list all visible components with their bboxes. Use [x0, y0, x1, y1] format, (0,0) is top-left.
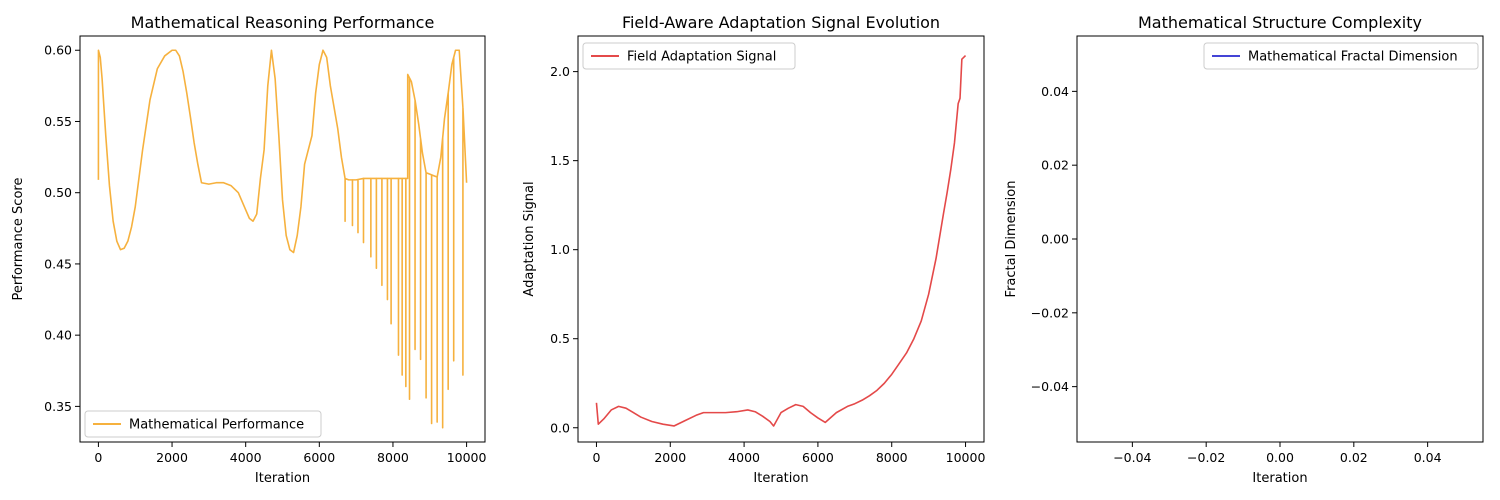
x-tick-label: 10000 — [447, 450, 487, 465]
legend: Mathematical Fractal Dimension — [1203, 42, 1479, 70]
chart-3: Mathematical Structure Complexity Iterati… — [1004, 13, 1484, 486]
x-tick-label: 0.02 — [1340, 450, 1368, 465]
x-axis-label: Iteration — [255, 471, 310, 486]
chart-title: Field-Aware Adaptation Signal Evolution — [622, 13, 940, 32]
y-tick-label: −0.04 — [1031, 379, 1069, 394]
legend-label: Mathematical Fractal Dimension — [1248, 50, 1458, 65]
legend-label: Mathematical Performance — [129, 418, 304, 433]
legend: Mathematical Performance — [84, 410, 322, 438]
y-tick-label: 2.0 — [550, 64, 570, 79]
y-tick-label: 0.50 — [44, 185, 72, 200]
x-tick-label: 2000 — [156, 450, 188, 465]
series-line — [97, 49, 468, 429]
y-tick-label: −0.02 — [1031, 305, 1069, 320]
x-tick-label: 0.04 — [1414, 450, 1442, 465]
y-axis-label: Fractal Dimension — [1004, 181, 1019, 298]
series-line — [595, 55, 967, 427]
y-tick-label: 0.45 — [44, 256, 72, 271]
plot-frame — [577, 35, 985, 443]
y-tick-label: 0.00 — [1041, 232, 1069, 247]
x-tick-label: 6000 — [802, 450, 834, 465]
y-axis-label: Adaptation Signal — [522, 181, 537, 296]
x-tick-label: 0 — [94, 450, 102, 465]
chart-title: Mathematical Structure Complexity — [1138, 13, 1422, 32]
y-tick-label: 0.60 — [44, 43, 72, 58]
x-tick-label: 6000 — [303, 450, 335, 465]
legend-box — [582, 42, 796, 70]
legend-box — [84, 410, 322, 438]
y-tick-label: 0.55 — [44, 114, 72, 129]
x-tick-label: 8000 — [876, 450, 908, 465]
x-tick-label: 10000 — [946, 450, 986, 465]
plot-frame — [79, 35, 486, 443]
x-tick-label: 0.00 — [1266, 450, 1294, 465]
plot-frame — [1076, 35, 1484, 443]
y-tick-label: 1.0 — [550, 242, 570, 257]
legend-box — [1203, 42, 1479, 70]
y-tick-label: 0.35 — [44, 399, 72, 414]
chart-1: Mathematical Reasoning Performance Iterat… — [11, 13, 487, 486]
x-tick-label: 8000 — [377, 450, 409, 465]
y-axis-label: Performance Score — [11, 178, 26, 301]
chart-2: Field-Aware Adaptation Signal Evolution I… — [522, 13, 985, 486]
x-tick-label: −0.04 — [1113, 450, 1151, 465]
y-tick-label: 0.04 — [1041, 84, 1069, 99]
x-tick-label: 0 — [592, 450, 600, 465]
x-tick-label: 2000 — [654, 450, 686, 465]
x-tick-label: −0.02 — [1187, 450, 1225, 465]
x-tick-label: 4000 — [230, 450, 262, 465]
y-tick-label: 0.5 — [550, 331, 570, 346]
x-axis-label: Iteration — [1252, 471, 1307, 486]
legend: Field Adaptation Signal — [582, 42, 796, 70]
x-tick-label: 4000 — [728, 450, 760, 465]
y-tick-label: 1.5 — [550, 153, 570, 168]
x-axis-label: Iteration — [753, 471, 808, 486]
legend-label: Field Adaptation Signal — [627, 50, 776, 65]
y-tick-label: 0.0 — [550, 420, 570, 435]
y-tick-label: 0.02 — [1041, 158, 1069, 173]
chart-title: Mathematical Reasoning Performance — [131, 13, 435, 32]
y-tick-label: 0.40 — [44, 328, 72, 343]
